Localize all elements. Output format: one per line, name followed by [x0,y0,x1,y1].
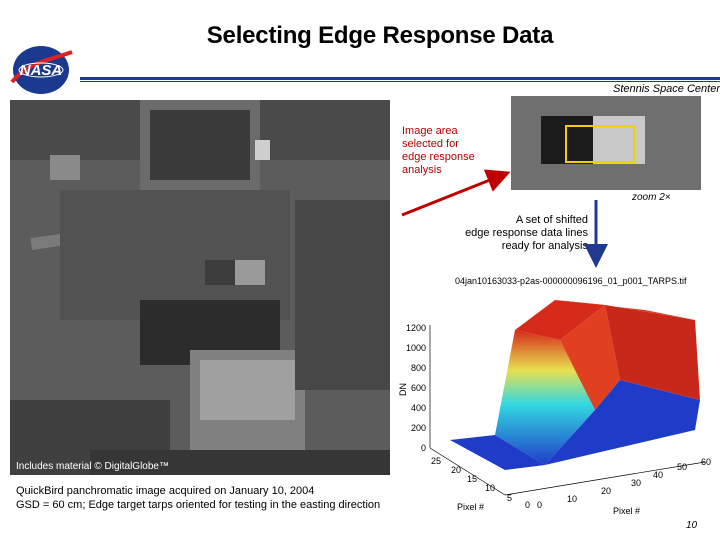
x-axis-label-right: Pixel # [613,506,640,516]
plot-title: 04jan10163033-p2as-000000096196_01_p001_… [455,276,687,286]
x-tick: 20 [601,486,611,496]
z-tick: 0 [421,443,426,453]
svg-text:NASA: NASA [20,62,63,79]
selected-area-note: Image area selected for edge response an… [402,125,502,177]
image-caption-line2: GSD = 60 cm; Edge target tarps oriented … [16,499,381,511]
y-tick: 0 [525,500,530,510]
note-line: analysis [402,164,442,176]
note-line: edge response [402,151,475,163]
aerial-image [10,100,390,475]
x-tick: 60 [701,457,711,467]
y-tick: 15 [467,474,477,484]
z-axis-label: DN [398,383,408,396]
x-tick: 40 [653,470,663,480]
note-line: edge response data lines [465,227,588,239]
selection-arrow [401,169,511,217]
x-tick: 0 [537,500,542,510]
selection-box [565,125,635,163]
nasa-logo: NASA [8,42,74,98]
z-tick: 600 [411,383,426,393]
copyright-notice: Includes material © DigitalGlobe™ [16,461,169,472]
center-label: Stennis Space Center [612,83,720,95]
z-tick: 1200 [406,323,426,333]
z-tick: 200 [411,423,426,433]
z-tick: 800 [411,363,426,373]
page-number: 10 [686,520,698,531]
shifted-lines-note: A set of shifted edge response data line… [412,214,588,253]
image-caption-line1: QuickBird panchromatic image acquired on… [16,485,315,497]
x-tick: 50 [677,462,687,472]
slide-title: Selecting Edge Response Data [206,22,554,49]
y-tick: 5 [507,493,512,503]
header-rule-thin [80,81,720,82]
y-tick: 10 [485,483,495,493]
zoom-image [511,96,701,190]
y-tick: 20 [451,465,461,475]
note-line: ready for analysis [501,240,588,252]
surface-plot: 04jan10163033-p2as-000000096196_01_p001_… [395,270,720,518]
x-tick: 30 [631,478,641,488]
note-line: A set of shifted [515,214,588,226]
z-tick: 400 [411,403,426,413]
zoom-label: zoom 2× [632,192,671,203]
x-axis-label-left: Pixel # [457,502,484,512]
z-tick: 1000 [406,343,426,353]
note-line: Image area [402,125,458,137]
header-rule [80,77,720,80]
x-tick: 10 [567,494,577,504]
y-tick: 25 [431,456,441,466]
note-line: selected for [402,138,459,150]
